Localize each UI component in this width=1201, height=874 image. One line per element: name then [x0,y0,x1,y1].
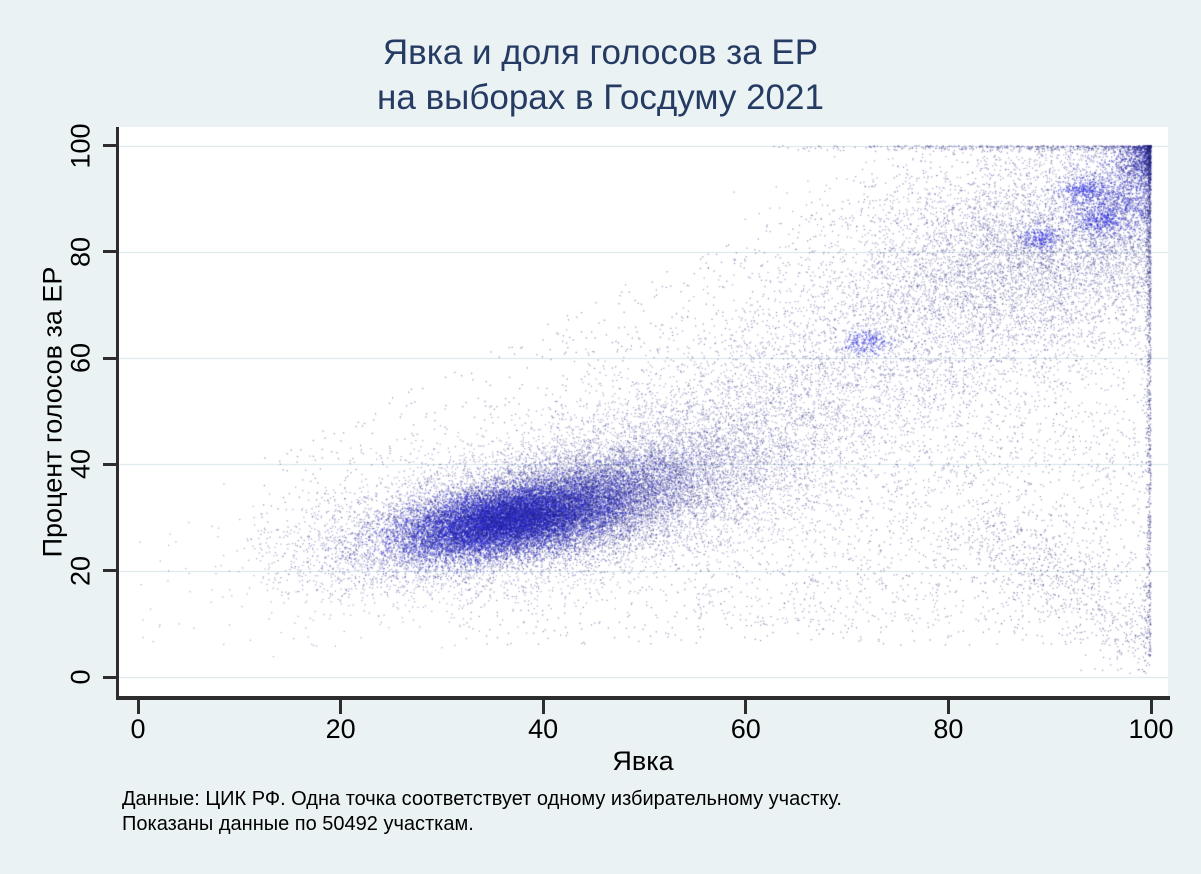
scatter-plot-canvas [118,127,1168,697]
y-tick-label: 20 [65,555,96,586]
y-axis-title: Процент голосов за ЕР [37,266,68,558]
y-axis-line [116,127,119,700]
plot-area [118,127,1168,697]
chart-title: Явка и доля голосов за ЕР на выборах в Г… [0,30,1201,120]
x-tick-mark [744,700,748,714]
y-tick-mark [103,675,117,679]
x-tick-label: 0 [130,714,146,744]
x-tick-label: 60 [730,714,761,744]
x-axis-line [116,696,1170,700]
chart-title-line2: на выборах в Госдуму 2021 [377,78,824,117]
y-tick-mark [103,144,117,148]
caption-line1: Данные: ЦИК РФ. Одна точка соответствует… [122,788,842,810]
x-tick-mark [136,700,140,714]
y-tick-mark [103,569,117,573]
y-tick-mark [103,356,117,360]
x-tick-mark [946,700,950,714]
x-tick-mark [541,700,545,714]
y-tick-label: 80 [65,236,96,267]
x-axis-title: Явка [612,746,674,776]
y-tick-mark [103,462,117,466]
x-tick-label: 80 [933,714,964,744]
chart-title-line1: Явка и доля голосов за ЕР [382,33,819,72]
x-tick-label: 100 [1128,714,1174,744]
x-tick-label: 20 [325,714,356,744]
caption-line2: Показаны данные по 50492 участкам. [122,813,474,835]
y-tick-label: 0 [65,669,96,685]
chart-caption: Данные: ЦИК РФ. Одна точка соответствует… [122,787,842,837]
y-tick-label: 100 [65,123,96,169]
x-tick-label: 40 [528,714,559,744]
y-tick-mark [103,250,117,254]
x-tick-mark [1149,700,1153,714]
y-tick-label: 60 [65,343,96,374]
x-tick-mark [339,700,343,714]
y-tick-label: 40 [65,449,96,480]
